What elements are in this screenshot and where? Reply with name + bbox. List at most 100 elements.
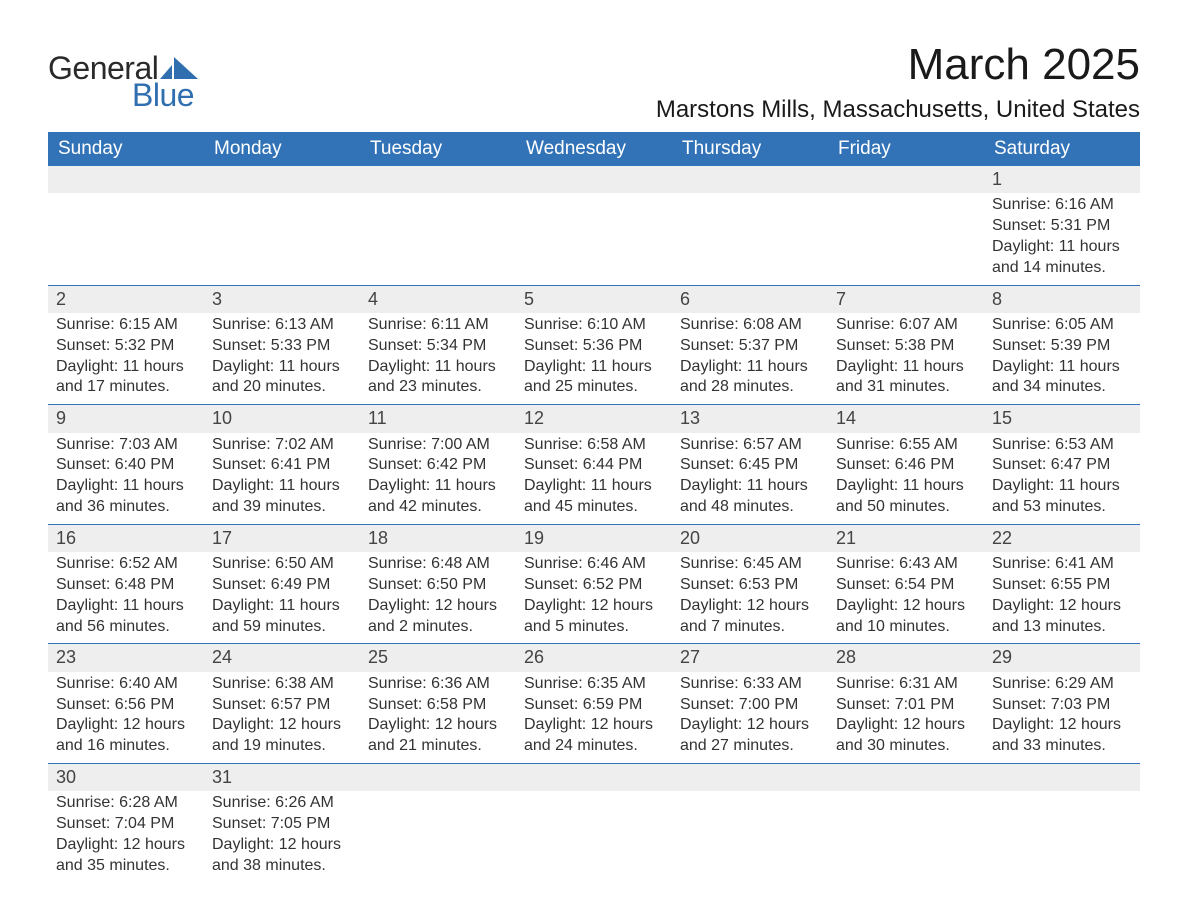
day-detail-cell: Sunrise: 6:43 AMSunset: 6:54 PMDaylight:…: [828, 552, 984, 644]
day-detail-cell: Sunrise: 6:35 AMSunset: 6:59 PMDaylight:…: [516, 672, 672, 764]
day-detail-cell: Sunrise: 6:46 AMSunset: 6:52 PMDaylight:…: [516, 552, 672, 644]
day-number-cell: 10: [204, 405, 360, 433]
day-sunrise: Sunrise: 6:05 AM: [992, 315, 1132, 336]
day-detail-row: Sunrise: 6:16 AMSunset: 5:31 PMDaylight:…: [48, 193, 1140, 285]
day-daylight2: and 25 minutes.: [524, 377, 664, 398]
day-number-cell: 9: [48, 405, 204, 433]
day-sunrise: Sunrise: 6:41 AM: [992, 554, 1132, 575]
logo-text-blue: Blue: [132, 77, 194, 114]
day-detail-cell: [828, 791, 984, 882]
day-sunset: Sunset: 6:49 PM: [212, 575, 352, 596]
day-number-cell: [672, 166, 828, 193]
day-sunset: Sunset: 6:44 PM: [524, 455, 664, 476]
day-sunrise: Sunrise: 6:36 AM: [368, 674, 508, 695]
day-daylight1: Daylight: 11 hours: [992, 476, 1132, 497]
day-detail-cell: Sunrise: 6:40 AMSunset: 6:56 PMDaylight:…: [48, 672, 204, 764]
day-detail-cell: [516, 791, 672, 882]
day-sunrise: Sunrise: 6:16 AM: [992, 195, 1132, 216]
day-daylight2: and 14 minutes.: [992, 258, 1132, 279]
day-daylight1: Daylight: 12 hours: [212, 715, 352, 736]
day-number-cell: [828, 166, 984, 193]
day-number-row: 1: [48, 166, 1140, 193]
weekday-header: Monday: [204, 132, 360, 166]
day-daylight2: and 35 minutes.: [56, 856, 196, 877]
day-daylight2: and 39 minutes.: [212, 497, 352, 518]
day-daylight2: and 45 minutes.: [524, 497, 664, 518]
day-detail-cell: Sunrise: 6:50 AMSunset: 6:49 PMDaylight:…: [204, 552, 360, 644]
day-daylight2: and 59 minutes.: [212, 617, 352, 638]
day-sunrise: Sunrise: 6:29 AM: [992, 674, 1132, 695]
day-number-cell: 25: [360, 644, 516, 672]
day-number-cell: 2: [48, 285, 204, 313]
day-detail-cell: [204, 193, 360, 285]
day-sunset: Sunset: 6:41 PM: [212, 455, 352, 476]
day-daylight2: and 42 minutes.: [368, 497, 508, 518]
day-daylight2: and 30 minutes.: [836, 736, 976, 757]
day-number-cell: [516, 763, 672, 791]
day-number-cell: 22: [984, 524, 1140, 552]
day-detail-cell: Sunrise: 6:29 AMSunset: 7:03 PMDaylight:…: [984, 672, 1140, 764]
day-daylight1: Daylight: 11 hours: [992, 237, 1132, 258]
day-daylight1: Daylight: 12 hours: [836, 596, 976, 617]
day-sunrise: Sunrise: 6:52 AM: [56, 554, 196, 575]
day-daylight1: Daylight: 12 hours: [212, 835, 352, 856]
day-daylight2: and 31 minutes.: [836, 377, 976, 398]
day-daylight1: Daylight: 12 hours: [368, 596, 508, 617]
day-number-cell: 30: [48, 763, 204, 791]
day-daylight2: and 24 minutes.: [524, 736, 664, 757]
day-detail-cell: [672, 193, 828, 285]
day-daylight1: Daylight: 11 hours: [56, 596, 196, 617]
day-sunrise: Sunrise: 6:57 AM: [680, 435, 820, 456]
day-number-cell: 15: [984, 405, 1140, 433]
day-daylight2: and 38 minutes.: [212, 856, 352, 877]
day-sunset: Sunset: 6:53 PM: [680, 575, 820, 596]
day-detail-cell: Sunrise: 6:08 AMSunset: 5:37 PMDaylight:…: [672, 313, 828, 405]
day-sunrise: Sunrise: 6:50 AM: [212, 554, 352, 575]
day-detail-cell: [516, 193, 672, 285]
day-daylight2: and 10 minutes.: [836, 617, 976, 638]
day-sunset: Sunset: 5:36 PM: [524, 336, 664, 357]
day-number-cell: 5: [516, 285, 672, 313]
day-sunset: Sunset: 6:40 PM: [56, 455, 196, 476]
day-sunrise: Sunrise: 6:53 AM: [992, 435, 1132, 456]
day-number-cell: [48, 166, 204, 193]
day-sunset: Sunset: 5:37 PM: [680, 336, 820, 357]
day-number-cell: 20: [672, 524, 828, 552]
day-detail-cell: Sunrise: 6:57 AMSunset: 6:45 PMDaylight:…: [672, 433, 828, 525]
day-detail-cell: [672, 791, 828, 882]
day-sunset: Sunset: 5:38 PM: [836, 336, 976, 357]
day-daylight2: and 36 minutes.: [56, 497, 196, 518]
day-detail-cell: [828, 193, 984, 285]
day-sunrise: Sunrise: 6:35 AM: [524, 674, 664, 695]
weekday-header: Friday: [828, 132, 984, 166]
day-detail-row: Sunrise: 6:52 AMSunset: 6:48 PMDaylight:…: [48, 552, 1140, 644]
day-number-cell: 3: [204, 285, 360, 313]
logo-mark-icon: [160, 57, 198, 79]
day-daylight1: Daylight: 11 hours: [524, 357, 664, 378]
day-number-cell: 29: [984, 644, 1140, 672]
day-detail-cell: Sunrise: 6:31 AMSunset: 7:01 PMDaylight:…: [828, 672, 984, 764]
day-detail-cell: Sunrise: 6:41 AMSunset: 6:55 PMDaylight:…: [984, 552, 1140, 644]
day-sunset: Sunset: 6:46 PM: [836, 455, 976, 476]
day-number-cell: 31: [204, 763, 360, 791]
day-detail-cell: Sunrise: 6:07 AMSunset: 5:38 PMDaylight:…: [828, 313, 984, 405]
day-sunset: Sunset: 6:42 PM: [368, 455, 508, 476]
day-sunset: Sunset: 7:04 PM: [56, 814, 196, 835]
day-number-cell: [672, 763, 828, 791]
day-sunset: Sunset: 7:00 PM: [680, 695, 820, 716]
day-detail-cell: Sunrise: 6:16 AMSunset: 5:31 PMDaylight:…: [984, 193, 1140, 285]
day-sunset: Sunset: 7:01 PM: [836, 695, 976, 716]
day-sunrise: Sunrise: 6:58 AM: [524, 435, 664, 456]
day-number-cell: 17: [204, 524, 360, 552]
day-detail-cell: Sunrise: 6:28 AMSunset: 7:04 PMDaylight:…: [48, 791, 204, 882]
day-sunset: Sunset: 7:05 PM: [212, 814, 352, 835]
day-detail-cell: Sunrise: 6:26 AMSunset: 7:05 PMDaylight:…: [204, 791, 360, 882]
day-number-cell: 6: [672, 285, 828, 313]
day-daylight1: Daylight: 12 hours: [836, 715, 976, 736]
day-sunset: Sunset: 6:54 PM: [836, 575, 976, 596]
day-number-cell: 1: [984, 166, 1140, 193]
day-daylight1: Daylight: 11 hours: [680, 357, 820, 378]
day-sunrise: Sunrise: 6:11 AM: [368, 315, 508, 336]
day-detail-cell: Sunrise: 6:53 AMSunset: 6:47 PMDaylight:…: [984, 433, 1140, 525]
day-detail-cell: Sunrise: 7:03 AMSunset: 6:40 PMDaylight:…: [48, 433, 204, 525]
